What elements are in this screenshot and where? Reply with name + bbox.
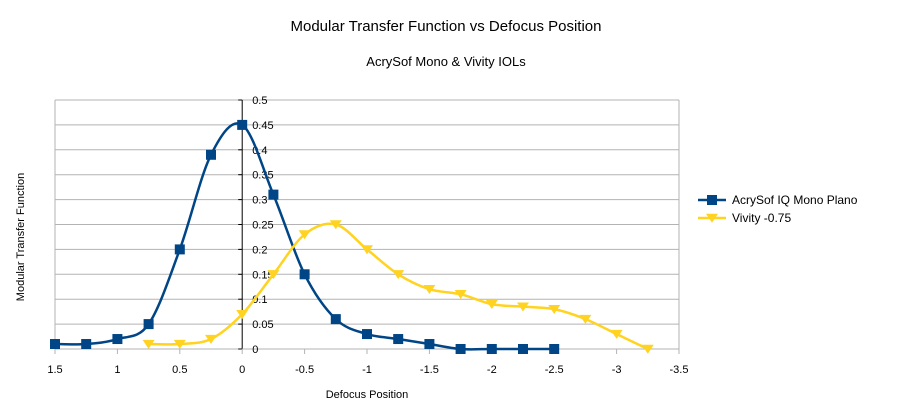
- y-axis-label: Modular Transfer Function: [15, 173, 27, 301]
- y-tick-label: 0.25: [252, 220, 273, 232]
- data-point: [81, 339, 92, 350]
- data-point: [610, 329, 623, 339]
- data-point: [485, 299, 498, 309]
- y-tick-label: 0.3: [252, 195, 267, 207]
- data-point: [361, 245, 373, 255]
- gridlines: [54, 99, 680, 350]
- data-point: [298, 230, 311, 240]
- x-tick-label: 1.5: [47, 364, 62, 376]
- data-point: [423, 285, 436, 295]
- legend: AcrySof IQ Mono Plano Vivity -0.75: [698, 193, 858, 225]
- y-tick-label: 0.45: [252, 120, 273, 132]
- series-acrysof-iq-mono-plano: [50, 119, 560, 354]
- y-tick-labels: 00.050.10.150.20.250.30.350.40.450.5: [252, 95, 273, 356]
- data-point: [517, 302, 529, 312]
- legend-marker: [707, 195, 717, 205]
- legend-label: Vivity -0.75: [732, 211, 791, 225]
- data-point: [455, 344, 466, 354]
- x-tick-label: -1: [362, 364, 372, 376]
- data-point: [143, 319, 154, 330]
- x-tick-label: -3.5: [670, 364, 689, 376]
- series-group: [50, 119, 654, 354]
- x-tick-label: -3: [612, 364, 622, 376]
- x-tick-label: 0: [239, 364, 245, 376]
- x-tick-label: -0.5: [295, 364, 314, 376]
- data-point: [174, 244, 185, 255]
- y-tick-label: 0.5: [252, 95, 267, 107]
- data-point: [424, 339, 435, 350]
- x-axis-label: Defocus Position: [326, 389, 409, 401]
- y-tick-label: 0: [252, 344, 258, 356]
- data-point: [142, 339, 155, 349]
- data-point: [237, 119, 248, 130]
- legend-entry: Vivity -0.75: [698, 211, 791, 225]
- y-tick-label: 0.15: [252, 269, 273, 281]
- legend-marker: [706, 213, 718, 223]
- data-point: [518, 344, 528, 354]
- x-tick-label: -2: [487, 364, 497, 376]
- x-tick-labels: 1.5 1 0.5 0 -0.5 -1 -1.5 -2 -2.5 -3 -3.5: [47, 364, 688, 376]
- data-point: [330, 314, 341, 325]
- x-tick-label: 1: [114, 364, 120, 376]
- data-point: [236, 309, 249, 319]
- x-tick-label: -1.5: [420, 364, 439, 376]
- series-vivity-minus-0-75: [142, 220, 654, 354]
- data-point: [299, 269, 310, 280]
- data-point: [454, 290, 467, 300]
- data-point: [329, 220, 342, 230]
- data-point: [50, 339, 60, 350]
- data-point: [206, 149, 216, 160]
- data-point: [112, 334, 123, 345]
- data-point: [641, 344, 654, 354]
- data-point: [579, 314, 592, 324]
- data-point: [268, 189, 279, 200]
- data-point: [393, 334, 404, 345]
- data-point: [548, 304, 561, 314]
- data-point: [549, 344, 560, 354]
- y-tick-label: 0.2: [252, 244, 267, 256]
- x-tick-label: -2.5: [545, 364, 564, 376]
- data-point: [205, 334, 217, 344]
- data-point: [486, 344, 497, 354]
- data-point: [267, 270, 280, 280]
- x-tick-label: 0.5: [172, 364, 187, 376]
- legend-label: AcrySof IQ Mono Plano: [732, 193, 858, 207]
- y-tick-label: 0.05: [252, 319, 273, 331]
- legend-entry: AcrySof IQ Mono Plano: [698, 193, 858, 207]
- chart-title: Modular Transfer Function vs Defocus Pos…: [291, 18, 602, 35]
- chart-subtitle: AcrySof Mono & Vivity IOLs: [366, 54, 526, 69]
- data-point: [392, 270, 405, 280]
- data-point: [362, 329, 372, 340]
- data-point: [173, 339, 186, 349]
- y-tick-label: 0.35: [252, 170, 273, 182]
